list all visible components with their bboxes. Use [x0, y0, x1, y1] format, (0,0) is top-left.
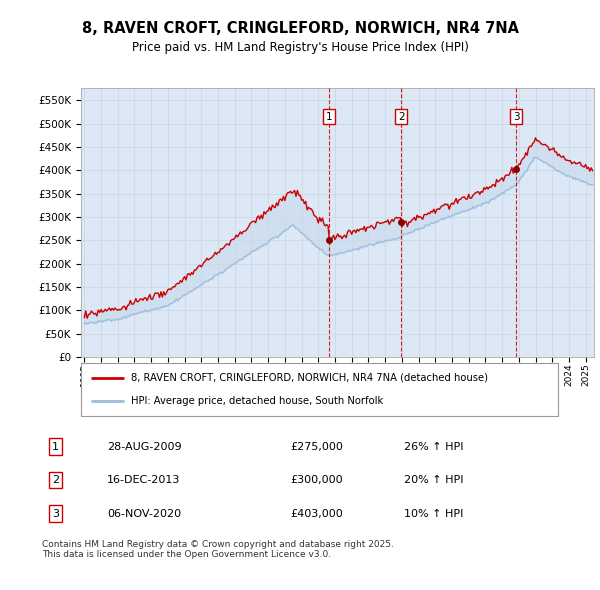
Text: 2: 2 — [398, 112, 404, 122]
Text: 3: 3 — [52, 509, 59, 519]
Text: 1: 1 — [326, 112, 332, 122]
Text: 06-NOV-2020: 06-NOV-2020 — [107, 509, 181, 519]
Text: 20% ↑ HPI: 20% ↑ HPI — [404, 475, 463, 485]
Text: HPI: Average price, detached house, South Norfolk: HPI: Average price, detached house, Sout… — [131, 396, 383, 406]
Text: £300,000: £300,000 — [290, 475, 343, 485]
FancyBboxPatch shape — [81, 363, 558, 416]
Text: 16-DEC-2013: 16-DEC-2013 — [107, 475, 180, 485]
Text: 2: 2 — [52, 475, 59, 485]
Text: Price paid vs. HM Land Registry's House Price Index (HPI): Price paid vs. HM Land Registry's House … — [131, 41, 469, 54]
Text: 1: 1 — [52, 441, 59, 451]
Text: 28-AUG-2009: 28-AUG-2009 — [107, 441, 181, 451]
Text: £403,000: £403,000 — [290, 509, 343, 519]
Text: 3: 3 — [513, 112, 520, 122]
Text: 8, RAVEN CROFT, CRINGLEFORD, NORWICH, NR4 7NA (detached house): 8, RAVEN CROFT, CRINGLEFORD, NORWICH, NR… — [131, 373, 488, 383]
Text: Contains HM Land Registry data © Crown copyright and database right 2025.
This d: Contains HM Land Registry data © Crown c… — [42, 540, 394, 559]
Text: £275,000: £275,000 — [290, 441, 343, 451]
Text: 8, RAVEN CROFT, CRINGLEFORD, NORWICH, NR4 7NA: 8, RAVEN CROFT, CRINGLEFORD, NORWICH, NR… — [82, 21, 518, 35]
Text: 10% ↑ HPI: 10% ↑ HPI — [404, 509, 463, 519]
Text: 26% ↑ HPI: 26% ↑ HPI — [404, 441, 463, 451]
